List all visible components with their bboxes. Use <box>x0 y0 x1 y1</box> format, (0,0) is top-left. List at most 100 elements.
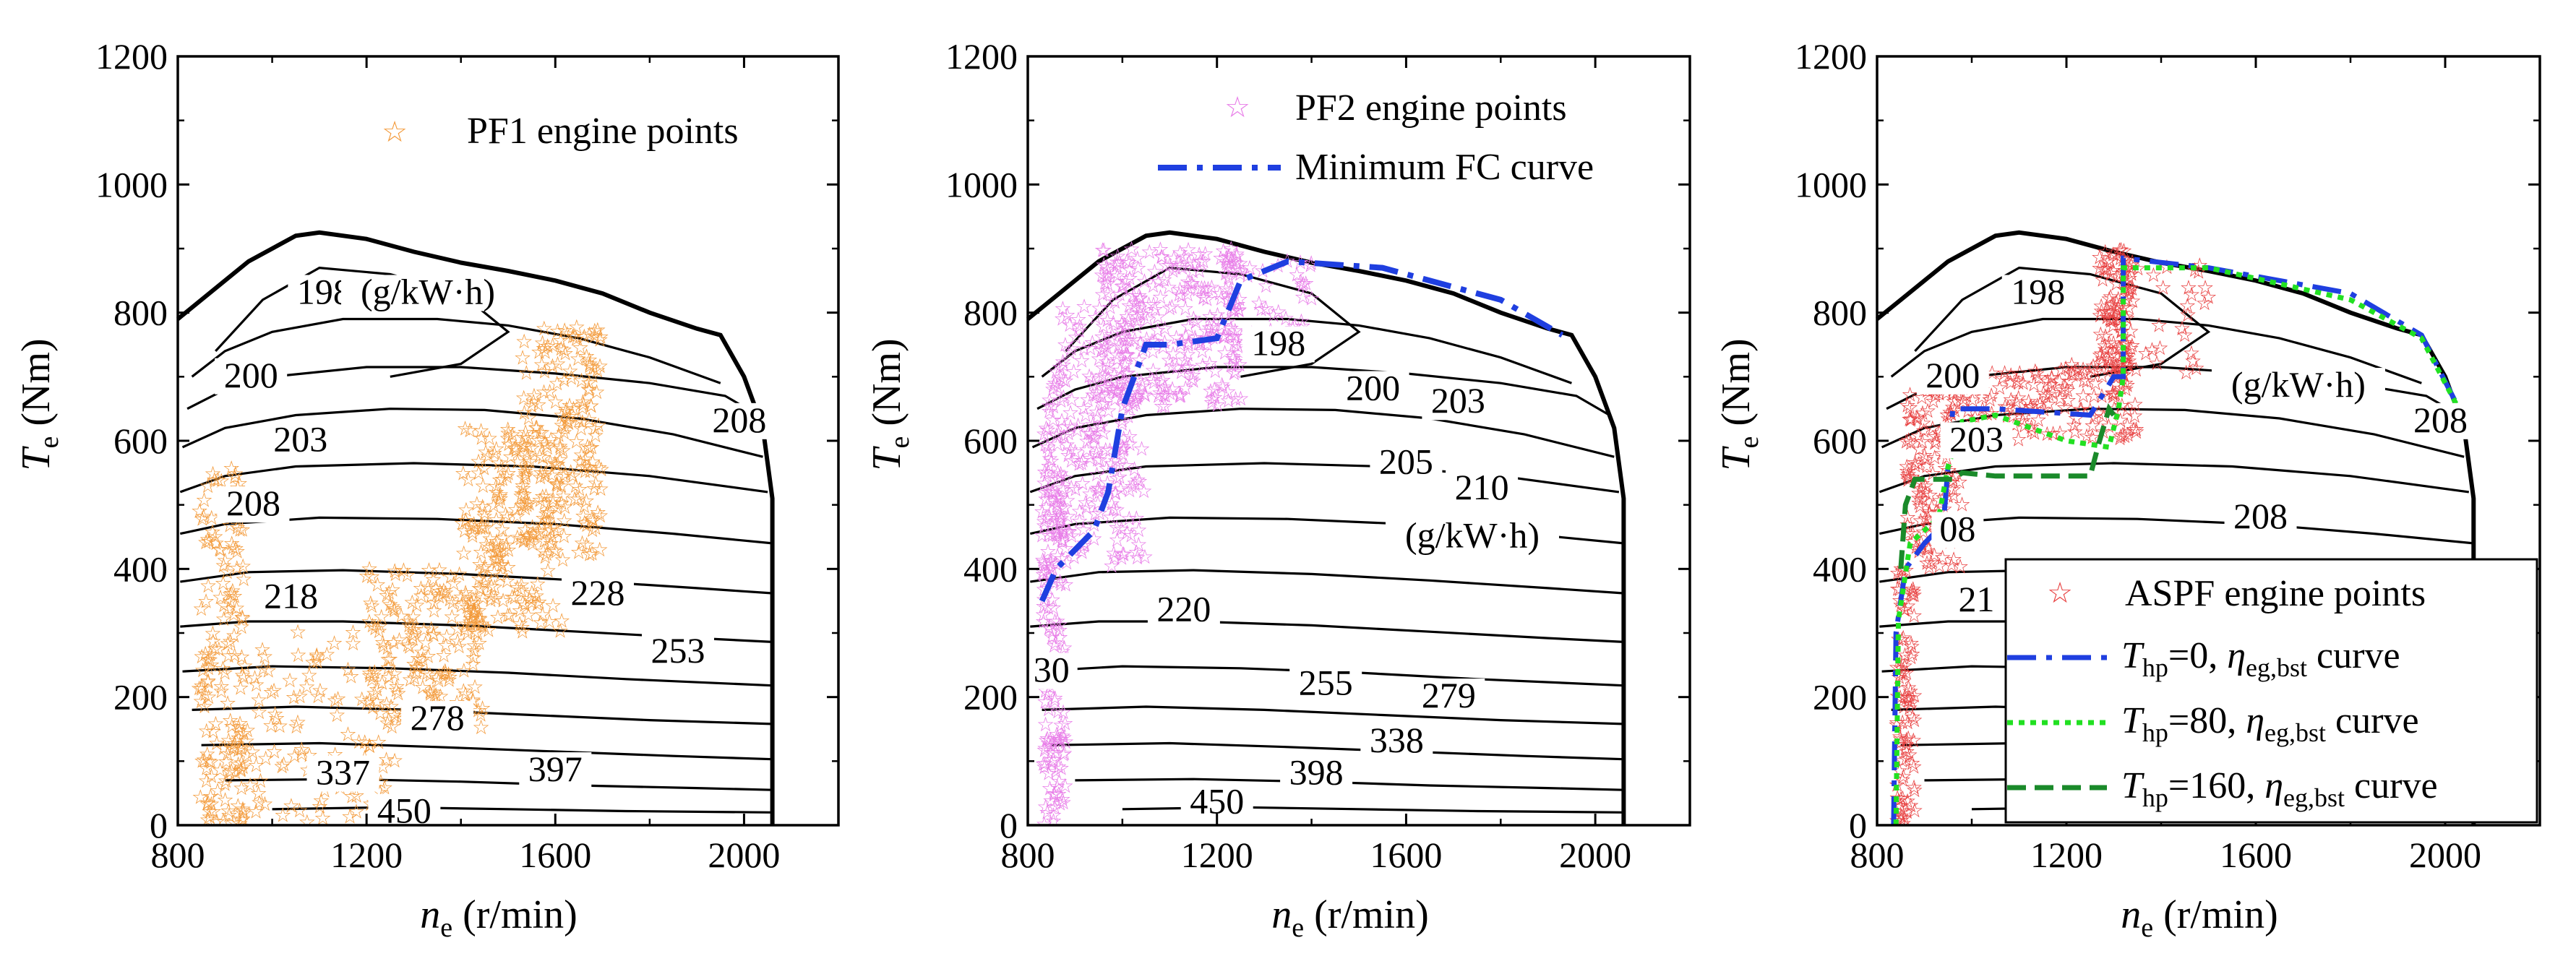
scatter-point: ☆ <box>1048 509 1066 533</box>
scatter-point: ☆ <box>485 560 503 584</box>
contour-label: 08 <box>1939 509 1975 549</box>
scatter-point: ☆ <box>489 606 507 629</box>
scatter-point: ☆ <box>462 607 480 631</box>
scatter-point: ☆ <box>588 380 606 404</box>
scatter-point: ☆ <box>541 501 559 525</box>
scatter-point: ☆ <box>400 609 418 633</box>
scatter-point: ☆ <box>518 494 536 517</box>
scatter-point: ☆ <box>412 584 430 608</box>
scatter-point: ☆ <box>288 710 306 734</box>
scatter-point: ☆ <box>344 632 362 655</box>
scatter-point: ☆ <box>513 616 531 639</box>
contour-label-bg <box>264 422 337 459</box>
scatter-point: ☆ <box>544 334 562 358</box>
scatter-point: ☆ <box>521 449 539 473</box>
scatter-point: ☆ <box>215 593 233 617</box>
scatter-point: ☆ <box>507 438 525 462</box>
y-tick-label: 400 <box>1813 548 1867 589</box>
scatter-point: ☆ <box>556 341 574 365</box>
scatter-point: ☆ <box>573 531 591 555</box>
scatter-point: ☆ <box>383 715 401 738</box>
scatter-point: ☆ <box>523 581 541 605</box>
scatter-point: ☆ <box>463 606 481 630</box>
scatter-point: ☆ <box>581 460 599 483</box>
scatter-point: ☆ <box>448 617 466 641</box>
scatter-point: ☆ <box>471 553 489 577</box>
scatter-point: ☆ <box>365 681 383 705</box>
scatter-point: ☆ <box>466 675 484 699</box>
contour-line-7 <box>1030 620 1624 643</box>
scatter-point: ☆ <box>550 423 568 447</box>
scatter-point: ☆ <box>475 571 493 595</box>
scatter-point: ☆ <box>515 493 533 517</box>
scatter-point: ☆ <box>578 533 596 557</box>
scatter-point: ☆ <box>465 598 483 622</box>
scatter-point: ☆ <box>583 507 601 531</box>
scatter-point: ☆ <box>494 467 512 491</box>
scatter-point: ☆ <box>519 434 537 457</box>
scatter-point: ☆ <box>536 340 554 363</box>
scatter-point: ☆ <box>1034 751 1052 775</box>
scatter-point: ☆ <box>1901 383 1919 407</box>
scatter-point: ☆ <box>216 548 234 572</box>
scatter-point: ☆ <box>538 433 556 457</box>
scatter-point: ☆ <box>234 755 252 779</box>
scatter-point: ☆ <box>555 524 573 548</box>
scatter-point: ☆ <box>523 514 541 538</box>
scatter-point: ☆ <box>385 704 403 728</box>
scatter-point: ☆ <box>490 451 508 475</box>
scatter-point: ☆ <box>450 562 468 586</box>
scatter-point: ☆ <box>525 523 543 547</box>
scatter-point: ☆ <box>559 411 578 435</box>
scatter-point: ☆ <box>403 590 421 614</box>
scatter-point: ☆ <box>204 799 222 823</box>
scatter-point: ☆ <box>424 680 442 704</box>
scatter-point: ☆ <box>193 645 211 668</box>
scatter-point: ☆ <box>369 731 387 754</box>
scatter-point: ☆ <box>520 492 538 516</box>
contour-label-bg <box>254 579 327 616</box>
scatter-point: ☆ <box>381 593 399 616</box>
scatter-point: ☆ <box>285 744 304 767</box>
scatter-point: ☆ <box>271 714 289 738</box>
scatter-point: ☆ <box>534 539 552 563</box>
scatter-point: ☆ <box>230 719 248 743</box>
scatter-point: ☆ <box>494 588 512 612</box>
scatter-point: ☆ <box>437 581 455 605</box>
scatter-point: ☆ <box>190 676 208 700</box>
scatter-point: ☆ <box>247 673 265 697</box>
scatter-point: ☆ <box>192 597 210 621</box>
scatter-point: ☆ <box>287 715 305 738</box>
scatter-point: ☆ <box>275 752 293 776</box>
contour-label: (g/kW·h) <box>361 272 495 312</box>
scatter-point: ☆ <box>196 682 214 706</box>
scatter-point: ☆ <box>201 800 219 824</box>
y-tick-label: 800 <box>1813 293 1867 333</box>
scatter-point: ☆ <box>221 582 239 606</box>
scatter-point: ☆ <box>457 612 475 636</box>
scatter-point: ☆ <box>525 384 543 408</box>
scatter-point: ☆ <box>486 546 505 570</box>
scatter-point: ☆ <box>224 737 242 761</box>
scatter-point: ☆ <box>368 677 386 701</box>
scatter-point: ☆ <box>503 585 521 609</box>
scatter-point: ☆ <box>471 632 489 655</box>
scatter-point: ☆ <box>591 354 609 378</box>
scatter-point: ☆ <box>230 725 248 749</box>
scatter-point: ☆ <box>540 527 558 551</box>
scatter-point: ☆ <box>224 535 242 559</box>
legend-label: PF1 engine points <box>467 111 739 152</box>
contour-label: 337 <box>316 752 370 793</box>
scatter-point: ☆ <box>202 750 220 774</box>
scatter-point: ☆ <box>353 687 371 711</box>
scatter-point: ☆ <box>512 526 530 550</box>
scatter-point: ☆ <box>289 620 307 644</box>
contour-label: 228 <box>571 572 625 613</box>
contour-label: 200 <box>1925 355 1980 395</box>
scatter-point: ☆ <box>473 426 491 450</box>
scatter-point: ☆ <box>363 565 381 589</box>
scatter-point: ☆ <box>583 435 601 459</box>
scatter-point: ☆ <box>234 801 252 825</box>
scatter-point: ☆ <box>465 634 484 658</box>
legend: ☆ PF2 engine points Minimum FC curve <box>1158 87 1594 188</box>
